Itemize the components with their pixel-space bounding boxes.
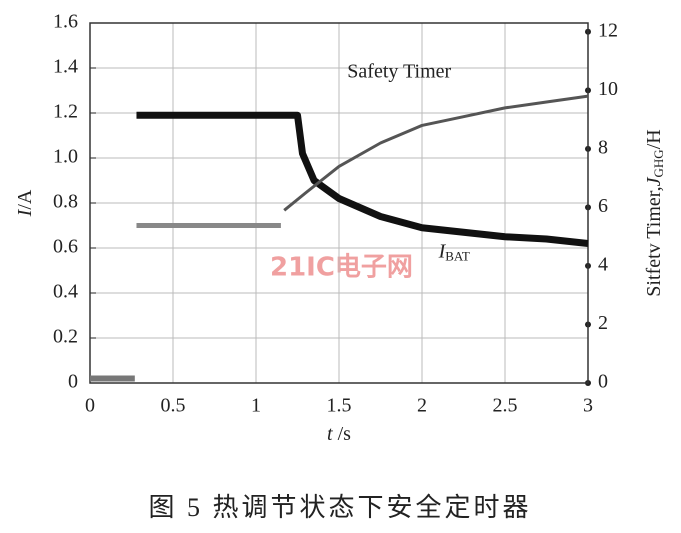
x-tick-label: 0 — [85, 395, 95, 417]
annotation: Safety Timer — [347, 60, 451, 82]
x-tick-label: 3 — [583, 395, 593, 417]
data-line — [283, 94, 589, 212]
annotation-text: Safety Timer — [347, 60, 451, 82]
y-tick-label: 1.6 — [53, 11, 78, 33]
annotation: IBAT — [438, 240, 470, 263]
annotation-sub: BAT — [445, 248, 470, 263]
y-axis-label-part: I — [14, 208, 36, 217]
y2-tick-label: 10 — [598, 78, 618, 100]
x-axis-label-part: /s — [333, 423, 352, 445]
x-tick-label: 1 — [251, 395, 261, 417]
y-tick-label: 1.4 — [53, 56, 78, 78]
x-axis-label: t /s — [327, 423, 351, 445]
y-tick-label: 0 — [68, 371, 78, 393]
annotation-text: I — [438, 240, 447, 262]
y2-axis-label-part: GHG — [651, 149, 666, 177]
y-tick-label: 0.6 — [53, 236, 78, 258]
y2-axis-label-part: Sitfetv Timer, — [643, 186, 665, 296]
y-tick-label: 1.2 — [53, 101, 78, 123]
y2-axis-label: Sitfetv Timer,JGHG/H — [643, 129, 666, 296]
y-tick-label: 1.0 — [53, 146, 78, 168]
y2-tick-label: 0 — [598, 371, 608, 393]
y2-tick-label: 8 — [598, 136, 608, 158]
watermark: 21IC电子网 — [270, 253, 413, 283]
y2-tick-label: 4 — [598, 254, 608, 276]
plot-frame — [89, 22, 589, 384]
x-axis-label-part: t — [327, 423, 333, 445]
y-tick-label: 0.8 — [53, 191, 78, 213]
x-tick-label: 1.5 — [327, 395, 352, 417]
y-tick-label: 0.4 — [53, 281, 78, 303]
x-tick-label: 2 — [417, 395, 427, 417]
y-tick-label: 0.2 — [53, 326, 78, 348]
x-tick-label: 0.5 — [161, 395, 186, 417]
caption: 图 5 热调节状态下安全定时器 — [148, 493, 531, 522]
y2-axis-label-part: J — [643, 176, 665, 186]
data-line — [136, 111, 589, 247]
x-tick-label: 2.5 — [493, 395, 518, 417]
y2-tick-label: 6 — [598, 195, 608, 217]
y2-axis-label-part: /H — [643, 129, 665, 149]
y-axis-label-part: /A — [14, 189, 36, 210]
y2-tick-label: 12 — [598, 19, 618, 41]
y-axis-label: I/A — [14, 189, 36, 217]
y2-tick-label: 2 — [598, 312, 608, 334]
